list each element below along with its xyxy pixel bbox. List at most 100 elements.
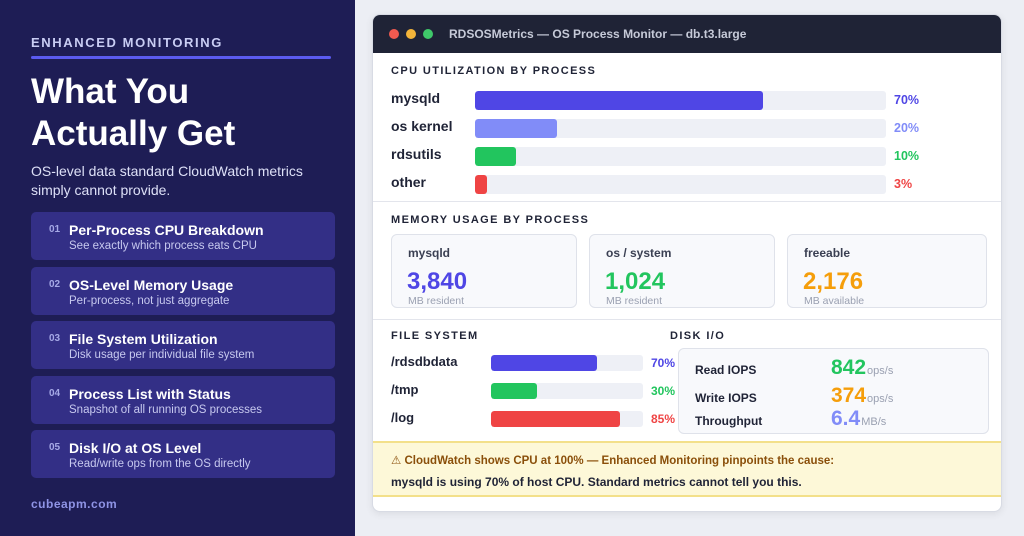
feature-description: Disk usage per individual file system — [69, 349, 255, 361]
feature-title: File System Utilization — [69, 331, 218, 347]
memory-card-os-system: os / system 1,024 MB resident — [589, 234, 775, 308]
feature-item: 02 OS-Level Memory Usage Per-process, no… — [31, 266, 335, 315]
cpu-section-label: CPU UTILIZATION BY PROCESS — [391, 65, 597, 77]
cpu-percent: 3% — [894, 177, 913, 191]
section-divider — [373, 319, 1001, 320]
feature-description: Per-process, not just aggregate — [69, 294, 230, 307]
feature-number: 04 — [49, 387, 61, 399]
site-link[interactable]: cubeapm.com — [31, 497, 118, 511]
feature-item: 05 Disk I/O at OS Level Read/write ops f… — [31, 430, 335, 478]
eyebrow-divider — [31, 56, 331, 59]
cpu-bar-fill — [475, 175, 488, 194]
filesystem-percent: 70% — [651, 356, 676, 370]
cpu-bar-track — [475, 147, 886, 166]
disk-io-value: 6.4MB/s — [831, 407, 887, 430]
feature-item: 03 File System Utilization Disk usage pe… — [31, 321, 335, 369]
maximize-dot-icon[interactable] — [423, 29, 433, 39]
cpu-bar-track — [475, 91, 886, 110]
memory-card-value: 2,176 — [803, 268, 864, 295]
cpu-process-row: rdsutils 10% — [391, 145, 991, 166]
filesystem-name: /tmp — [391, 382, 419, 397]
filesystem-bar-track — [491, 411, 643, 427]
cpu-percent: 70% — [894, 93, 920, 107]
feature-description: Snapshot of all running OS processes — [69, 403, 263, 416]
filesystem-percent: 85% — [651, 412, 676, 426]
filesystem-bar-track — [491, 355, 643, 371]
feature-title: Disk I/O at OS Level — [69, 440, 202, 456]
filesystem-name: /log — [391, 410, 415, 425]
filesystem-bar-fill — [491, 411, 621, 427]
minimize-dot-icon[interactable] — [406, 29, 416, 39]
cpu-process-row: other 3% — [391, 173, 991, 194]
memory-card-unit: MB resident — [606, 295, 663, 307]
feature-title: Process List with Status — [69, 385, 231, 402]
feature-description: Read/write ops from the OS directly — [69, 458, 251, 470]
feature-item: 01 Per-Process CPU Breakdown See exactly… — [31, 212, 335, 260]
memory-card-freeable: freeable 2,176 MB available — [787, 234, 987, 308]
feature-number: 02 — [49, 278, 61, 290]
feature-number: 05 — [49, 442, 61, 453]
monitor-window: RDSOSMetrics — OS Process Monitor — db.t… — [372, 14, 1002, 512]
alert-detail: mysqld is using 70% of host CPU. Standar… — [391, 475, 802, 489]
disk-io-value: 374ops/s — [831, 384, 894, 407]
alert-headline: ⚠ CloudWatch shows CPU at 100% — Enhance… — [391, 455, 835, 467]
cpu-process-row: os kernel 20% — [391, 117, 991, 138]
disk-io-value: 842ops/s — [831, 356, 894, 379]
eyebrow: ENHANCED MONITORING — [31, 35, 223, 50]
cpu-percent: 20% — [894, 121, 920, 135]
feature-number: 03 — [49, 333, 61, 344]
cpu-process-name: rdsutils — [391, 146, 442, 162]
memory-card-value: 3,840 — [407, 268, 468, 295]
filesystem-row: /rdsdbdata 70% — [391, 353, 681, 371]
disk-io-row: Write IOPS 374ops/s — [695, 384, 975, 409]
cpu-process-name: other — [391, 174, 426, 190]
cpu-bar-fill — [475, 91, 763, 110]
feature-description: See exactly which process eats CPU — [69, 240, 257, 252]
memory-card-unit: MB resident — [408, 295, 465, 307]
disk-io-name: Write IOPS — [695, 391, 757, 405]
cpu-process-name: mysqld — [391, 90, 441, 106]
disk-io-row: Throughput 6.4MB/s — [695, 407, 975, 432]
disk-io-row: Read IOPS 842ops/s — [695, 356, 975, 381]
cpu-process-name: os kernel — [391, 118, 453, 134]
filesystem-row: /tmp 30% — [391, 381, 681, 399]
headline: What You Actually Get — [31, 72, 236, 153]
cpu-bar-track — [475, 119, 886, 138]
filesystem-row: /log 85% — [391, 409, 681, 427]
disk-io-unit: ops/s — [867, 393, 894, 405]
cpu-bar-fill — [475, 147, 517, 166]
filesystem-bar-fill — [491, 383, 537, 399]
window-title: RDSOSMetrics — OS Process Monitor — db.t… — [449, 27, 747, 41]
filesystem-bar-fill — [491, 355, 598, 371]
disk-io-panel: Read IOPS 842ops/s Write IOPS 374ops/s T… — [678, 348, 989, 434]
subtitle: OS-level data standard CloudWatch metric… — [31, 163, 303, 198]
window-titlebar: RDSOSMetrics — OS Process Monitor — db.t… — [373, 15, 1001, 53]
disk-io-unit: MB/s — [861, 416, 887, 428]
cpu-process-row: mysqld 70% — [391, 89, 991, 110]
memory-card-value: 1,024 — [605, 268, 666, 295]
memory-card-unit: MB available — [804, 295, 865, 307]
disk-io-unit: ops/s — [867, 365, 894, 377]
filesystem-section-label: FILE SYSTEM — [391, 330, 479, 342]
filesystem-percent: 30% — [651, 384, 676, 398]
cpu-bar-fill — [475, 119, 558, 138]
memory-card-name: os / system — [606, 246, 672, 260]
feature-number: 01 — [49, 224, 61, 235]
disk-io-section-label: DISK I/O — [670, 330, 726, 342]
feature-title: Per-Process CPU Breakdown — [69, 222, 264, 238]
cpu-bar-track — [475, 175, 886, 194]
feature-list: 01 Per-Process CPU Breakdown See exactly… — [31, 212, 335, 485]
memory-card-mysqld: mysqld 3,840 MB resident — [391, 234, 577, 308]
filesystem-name: /rdsdbdata — [391, 354, 458, 369]
memory-section-label: MEMORY USAGE BY PROCESS — [391, 214, 590, 226]
cpu-percent: 10% — [894, 149, 920, 163]
section-divider — [373, 201, 1001, 202]
filesystem-bar-track — [491, 383, 643, 399]
memory-card-name: freeable — [804, 246, 851, 260]
left-panel: ENHANCED MONITORING What You Actually Ge… — [0, 0, 355, 536]
disk-io-name: Read IOPS — [695, 363, 757, 377]
feature-item: 04 Process List with Status Snapshot of … — [31, 375, 335, 424]
memory-card-name: mysqld — [408, 246, 451, 260]
feature-title: OS-Level Memory Usage — [69, 276, 234, 293]
close-dot-icon[interactable] — [389, 29, 399, 39]
